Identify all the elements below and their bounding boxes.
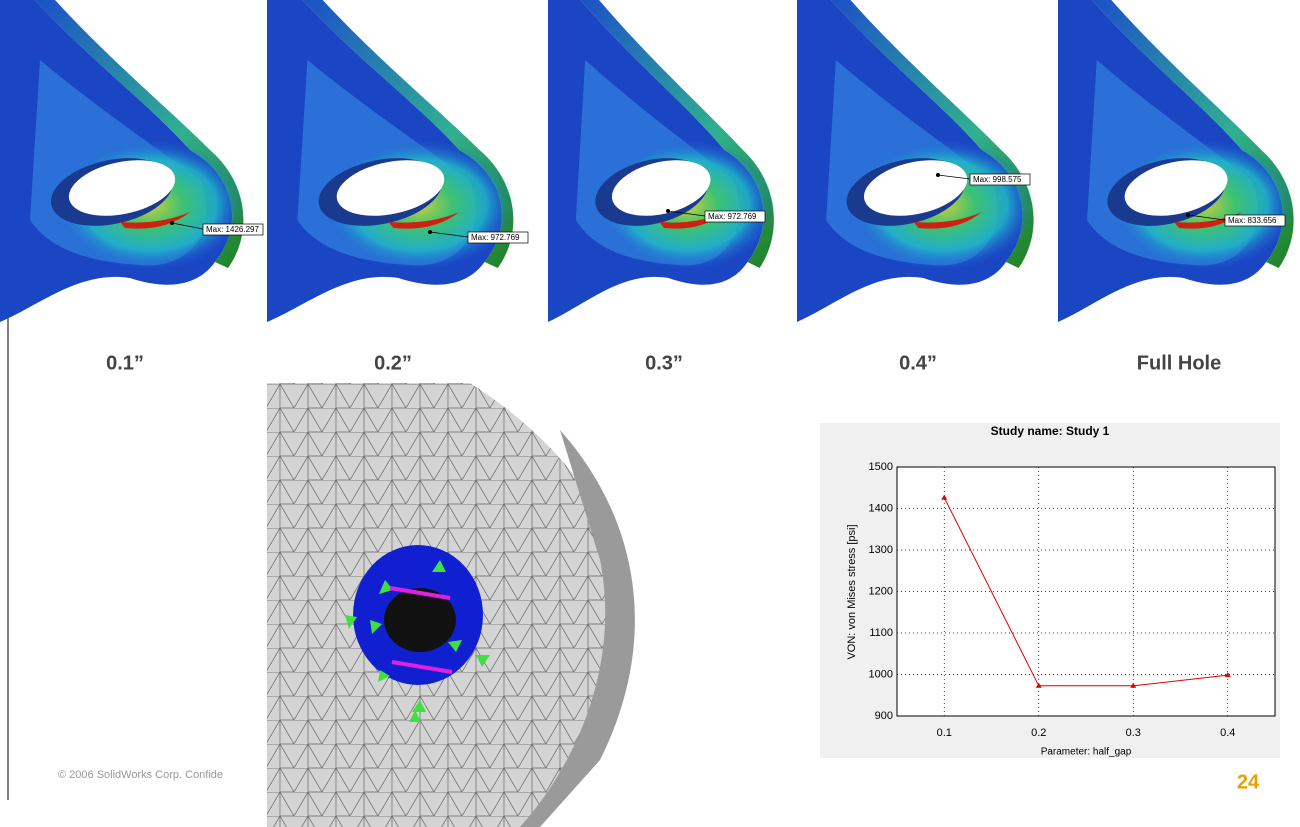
x-tick-label: 0.4 (1220, 727, 1235, 739)
y-tick-label: 1500 (869, 461, 893, 473)
caption: 0.3” (645, 352, 683, 374)
stress-plot (0, 0, 245, 322)
max-label: Max: 833.656 (1228, 216, 1277, 225)
max-label: Max: 998.575 (973, 175, 1022, 184)
stress-plot (548, 0, 775, 322)
max-point (666, 209, 670, 213)
y-tick-label: 1000 (869, 668, 893, 680)
max-label: Max: 972.769 (471, 233, 520, 242)
caption: Full Hole (1137, 352, 1221, 374)
x-tick-label: 0.3 (1126, 727, 1141, 739)
max-point (170, 221, 174, 225)
x-tick-label: 0.1 (937, 727, 952, 739)
footer: © 2006 SolidWorks Corp. Confide (58, 769, 223, 781)
y-tick-label: 1200 (869, 585, 893, 597)
caption: 0.1” (106, 352, 144, 374)
slide: Max: 1426.297 0.1” Max: 972.769 0.2” Max: 97… (0, 0, 1300, 827)
y-tick-label: 1300 (869, 544, 893, 556)
stress-plot (267, 0, 515, 322)
caption: 0.2” (374, 352, 412, 374)
max-label: Max: 1426.297 (206, 225, 259, 234)
page-number: 24 (1237, 771, 1260, 793)
y-tick-label: 900 (875, 710, 893, 722)
max-label: Max: 972.769 (708, 212, 757, 221)
y-tick-label: 1100 (869, 627, 893, 639)
chart-title: Study name: Study 1 (991, 424, 1110, 438)
y-tick-label: 1400 (869, 502, 893, 514)
x-tick-label: 0.2 (1031, 727, 1046, 739)
max-point (428, 230, 432, 234)
stress-plots: Max: 1426.297 0.1” Max: 972.769 0.2” Max: 97… (0, 0, 1295, 374)
y-axis-label: VON: von Mises stress [psi] (846, 524, 858, 659)
max-point (1186, 213, 1190, 217)
mesh-image (267, 383, 690, 827)
caption: 0.4” (899, 352, 937, 374)
stress-plot (797, 0, 1035, 322)
stress-plot (1058, 0, 1295, 322)
max-point (936, 173, 940, 177)
x-axis-label: Parameter: half_gap (1041, 747, 1132, 758)
